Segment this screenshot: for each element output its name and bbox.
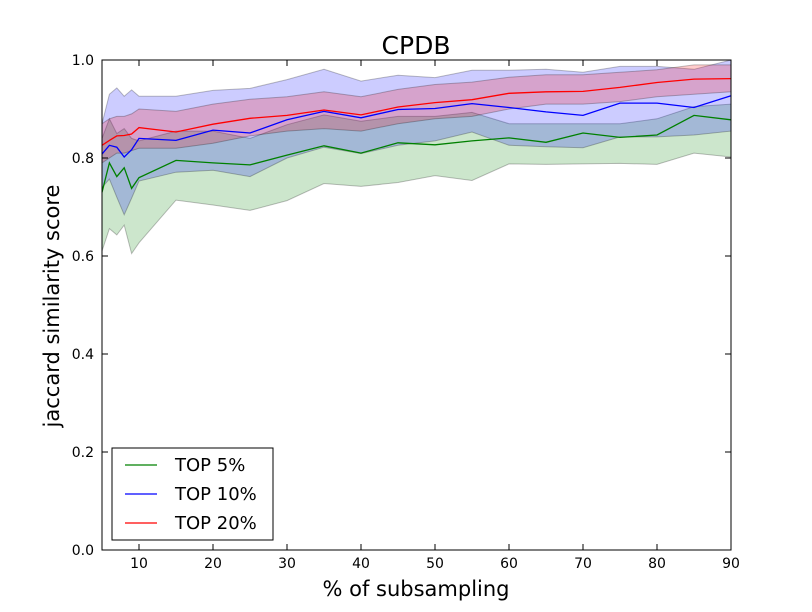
x-tick-label: 60 [500,556,518,572]
line-series-1 [101,95,732,158]
y-tick-label: 0.6 [72,249,94,265]
legend-label-1: TOP 10% [174,484,257,505]
chart-title: CPDB [382,31,451,60]
line-series-2 [101,77,732,146]
y-axis: 0.0 0.2 0.4 0.6 0.8 1.0 [72,53,731,559]
x-tick-label: 30 [278,556,296,572]
x-axis: 10 20 30 40 50 60 70 80 90 [130,60,740,572]
y-tick-label: 0.0 [72,543,94,559]
line-series-0 [101,114,732,193]
y-axis-label: jaccard similarity score [40,185,64,429]
x-tick-label: 40 [352,556,370,572]
x-tick-label: 50 [426,556,444,572]
y-tick-label: 0.2 [72,445,94,461]
x-tick-label: 90 [722,556,740,572]
legend: TOP 5% TOP 10% TOP 20% [111,447,274,541]
legend-label-2: TOP 20% [174,513,257,534]
x-tick-label: 20 [204,556,222,572]
legend-label-0: TOP 5% [174,455,245,476]
x-axis-label: % of subsampling [322,577,509,601]
y-tick-label: 0.8 [72,151,94,167]
x-tick-label: 10 [130,556,148,572]
series-lines [101,77,732,193]
y-tick-label: 0.4 [72,347,94,363]
plot-frame [101,59,732,551]
x-tick-label: 70 [574,556,592,572]
y-tick-label: 1.0 [72,53,94,69]
confidence-bands [101,59,732,255]
x-tick-label: 80 [648,556,666,572]
